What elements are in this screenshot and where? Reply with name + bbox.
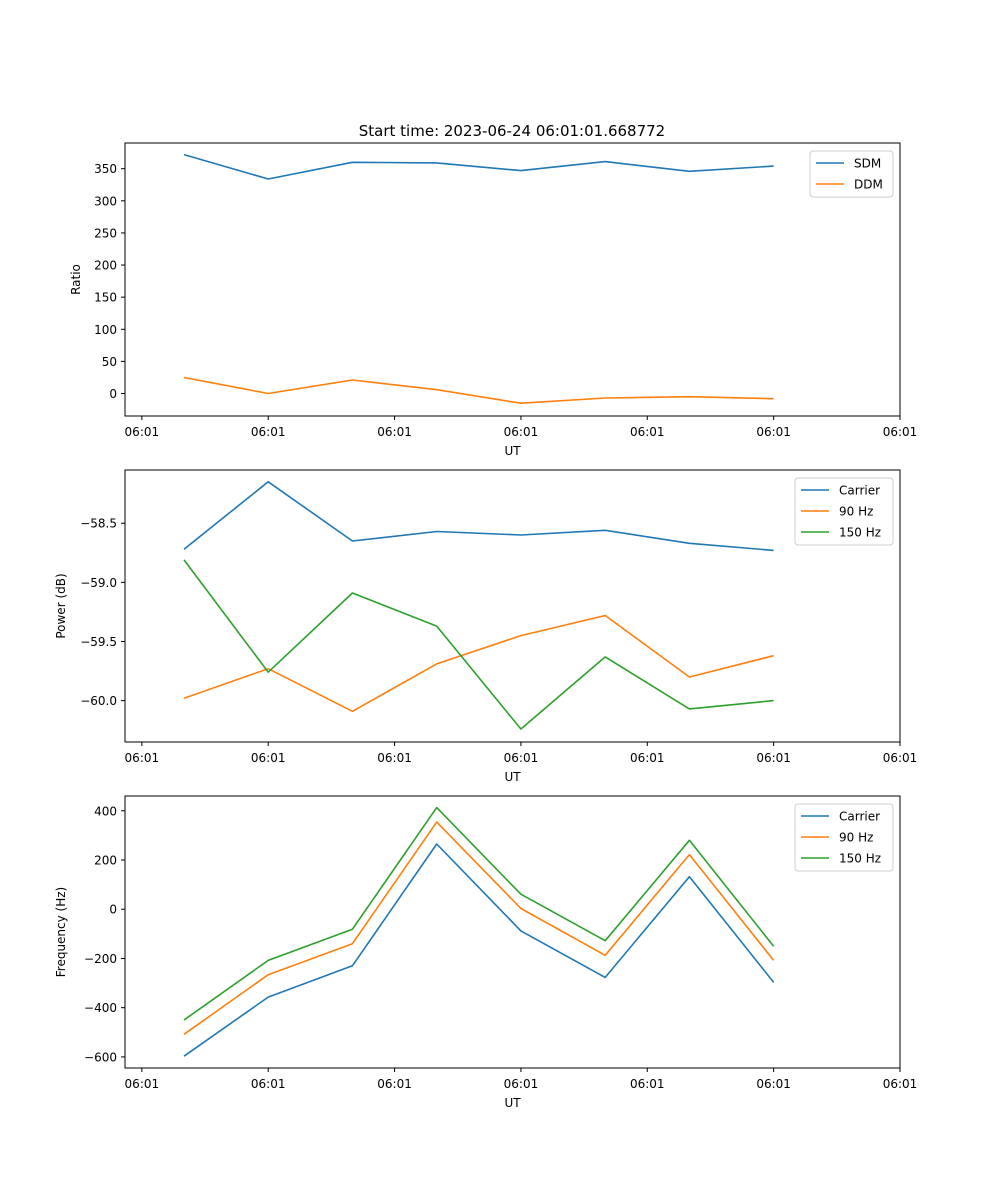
x-tick-label: 06:01 [251,751,286,765]
series-line-sdm [183,153,774,180]
x-tick-label: 06:01 [377,1077,412,1091]
y-tick-label: 400 [94,804,117,818]
series-line-150-hz [183,806,775,1021]
y-tick-label: 50 [102,355,117,369]
series-line-carrier [183,480,774,552]
legend-label: 90 Hz [839,831,873,845]
y-tick-label: 0 [109,387,117,401]
panel-1: 06:01 06:01 06:01 06:01 06:01 06:01 06:01 0 50 10… [69,142,918,458]
series-line-150-hz [183,559,774,730]
x-tick-label: 06:01 [883,1077,918,1091]
x-tick-label: 06:01 [504,425,539,439]
x-tick-label: 06:01 [377,751,412,765]
x-tick-label: 06:01 [504,751,539,765]
x-tick-label: 06:01 [883,751,918,765]
y-tick-label: −600 [84,1050,117,1064]
x-tick-label: 06:01 [756,1077,791,1091]
y-tick-label: 300 [94,194,117,208]
x-axis-label: UT [504,444,521,458]
figure-title: Start time: 2023-06-24 06:01:01.668772 [359,122,665,140]
x-tick-label: 06:01 [756,751,791,765]
legend: Carrier 90 Hz 150 Hz [794,803,894,872]
x-tick-label: 06:01 [125,751,160,765]
panel-2: 06:01 06:01 06:01 06:01 06:01 06:01 06:01 −60.0… [54,469,918,784]
legend-label: 150 Hz [839,526,881,540]
y-tick-label: 200 [94,854,117,868]
y-tick-label: −200 [84,952,117,966]
x-tick-label: 06:01 [883,425,918,439]
y-tick-label: 250 [94,226,117,240]
y-axis-label: Ratio [69,264,83,295]
legend-label: Carrier [839,810,880,824]
y-tick-label: 0 [109,903,117,917]
x-tick-label: 06:01 [630,1077,665,1091]
y-tick-label: 100 [94,323,117,337]
y-tick-label: 150 [94,291,117,305]
legend-frame [794,477,894,546]
y-axis-label: Frequency (Hz) [54,887,68,978]
legend-label: DDM [854,178,883,192]
x-tick-label: 06:01 [630,751,665,765]
series-line-carrier [183,843,775,1057]
x-tick-label: 06:01 [125,1077,160,1091]
x-axis-label: UT [504,770,521,784]
x-tick-label: 06:01 [377,425,412,439]
legend-label: 90 Hz [839,505,873,519]
panel-3: 06:01 06:01 06:01 06:01 06:01 06:01 06:01 −600 −… [54,795,918,1110]
y-tick-label: −59.5 [80,635,117,649]
x-tick-label: 06:01 [504,1077,539,1091]
y-tick-label: 350 [94,162,117,176]
y-tick-label: −59.0 [80,576,117,590]
y-tick-label: −400 [84,1001,117,1015]
x-tick-label: 06:01 [630,425,665,439]
x-tick-label: 06:01 [251,1077,286,1091]
y-tick-label: −60.0 [80,694,117,708]
x-tick-label: 06:01 [251,425,286,439]
legend-label: 150 Hz [839,852,881,866]
axes-frame [124,795,901,1069]
legend: SDM DDM [809,150,894,198]
legend: Carrier 90 Hz 150 Hz [794,477,894,546]
y-tick-label: 200 [94,259,117,273]
series-line-90-hz [183,821,775,1035]
axes-frame [124,469,901,743]
x-tick-label: 06:01 [125,425,160,439]
axes-frame [124,142,901,417]
x-axis-label: UT [504,1096,521,1110]
x-tick-label: 06:01 [756,425,791,439]
legend-label: SDM [854,157,881,171]
legend-frame [794,803,894,872]
y-axis-label: Power (dB) [54,573,68,638]
y-tick-label: −58.5 [80,517,117,531]
legend-label: Carrier [839,484,880,498]
series-line-90-hz [183,614,774,713]
series-line-ddm [183,376,774,405]
